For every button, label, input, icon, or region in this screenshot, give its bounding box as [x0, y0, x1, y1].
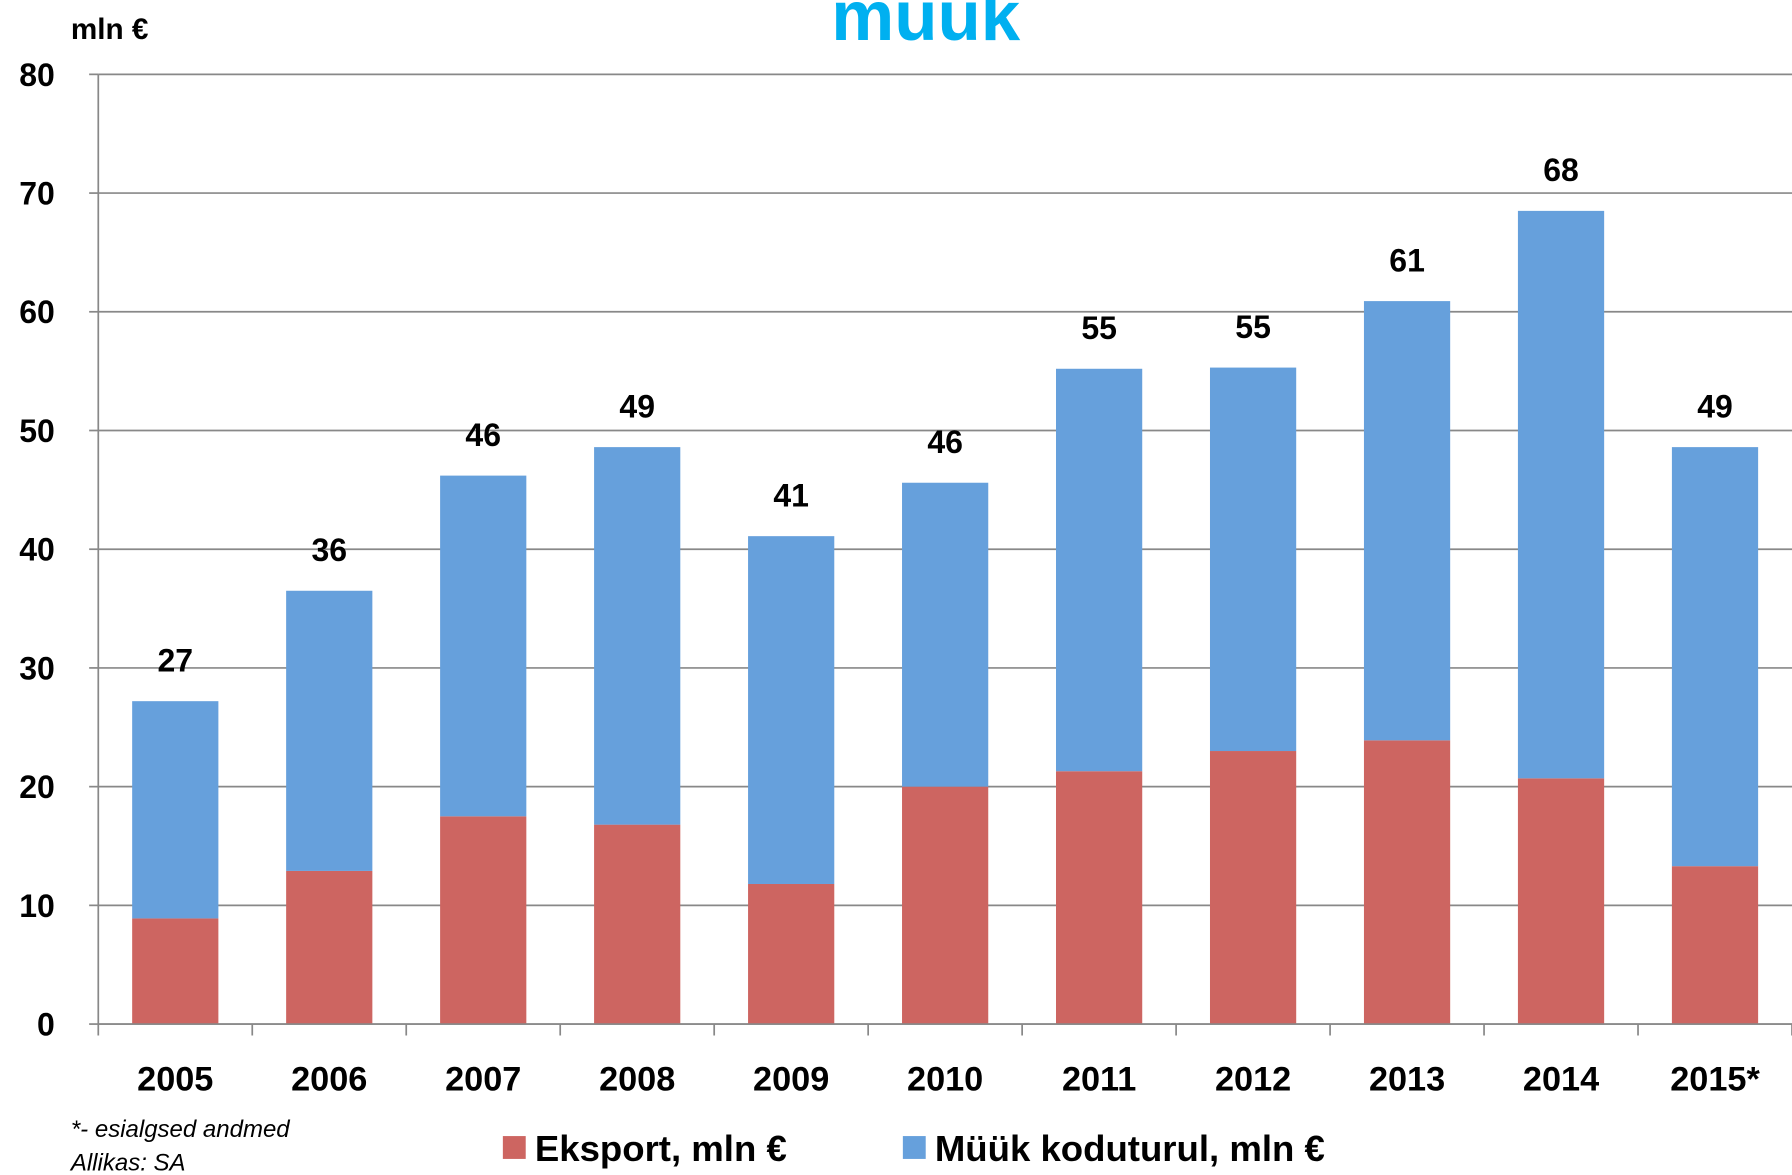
bar-segment: [132, 918, 219, 1025]
x-tick-label: 2007: [445, 1060, 521, 1098]
bar-segment: [1517, 778, 1605, 1025]
bar-segment: [132, 701, 219, 919]
x-tick-label: 2010: [907, 1060, 983, 1098]
bar-segment: [440, 475, 527, 817]
total-label: 55: [1235, 309, 1271, 345]
bar-segment: [748, 883, 835, 1025]
x-tick-label: 2013: [1369, 1060, 1445, 1098]
bar-segment: [1056, 368, 1143, 772]
bar-segment: [748, 536, 835, 884]
bar-segment: [1671, 866, 1759, 1025]
note: *- esialgsed andmed: [71, 1116, 290, 1143]
y-tick-label: 10: [19, 888, 55, 924]
bar-segment: [1209, 367, 1297, 752]
y-tick-label: 0: [37, 1006, 55, 1042]
bar-segment: [286, 590, 373, 871]
bar-segment: [440, 816, 527, 1025]
x-tick-label: 2005: [137, 1060, 213, 1098]
y-axis-label: mln €: [71, 13, 149, 46]
bar-segment: [594, 447, 681, 825]
total-label: 46: [465, 417, 501, 453]
x-tick-label: 2015*: [1670, 1060, 1760, 1098]
note: Allikas: SA: [69, 1149, 186, 1175]
x-tick-label: 2009: [753, 1060, 829, 1098]
total-label: 41: [773, 477, 809, 513]
legend-label: Müük koduturul, mln €: [935, 1128, 1325, 1169]
bar-segment: [1363, 301, 1451, 741]
total-label: 27: [157, 642, 193, 678]
legend-swatch: [502, 1136, 526, 1159]
x-tick-label: 2014: [1523, 1060, 1599, 1098]
x-tick-label: 2008: [599, 1060, 675, 1098]
y-tick-label: 40: [19, 532, 55, 568]
legend-swatch: [902, 1136, 926, 1159]
total-label: 61: [1389, 242, 1425, 278]
total-label: 49: [619, 388, 655, 424]
bar-segment: [1056, 771, 1143, 1025]
y-tick-label: 50: [19, 413, 55, 449]
bar-segment: [902, 786, 989, 1025]
total-label: 46: [927, 424, 963, 460]
x-tick-label: 2011: [1062, 1060, 1136, 1098]
total-label: 55: [1081, 310, 1117, 346]
bar-segment: [286, 870, 373, 1025]
y-tick-label: 70: [19, 175, 55, 211]
bar-segment: [1671, 447, 1759, 867]
bar-segment: [594, 824, 681, 1025]
bar-segment: [1363, 740, 1451, 1025]
total-label: 49: [1697, 388, 1733, 424]
y-tick-label: 30: [19, 650, 55, 686]
y-tick-label: 80: [19, 57, 55, 93]
y-tick-label: 20: [19, 769, 55, 805]
bar-segment: [1209, 751, 1297, 1025]
bar-segment: [1517, 210, 1605, 779]
y-tick-label: 60: [19, 294, 55, 330]
x-tick-label: 2006: [291, 1060, 367, 1098]
total-label: 36: [311, 532, 347, 568]
x-tick-label: 2012: [1215, 1060, 1291, 1098]
total-label: 68: [1543, 152, 1579, 188]
bar-segment: [902, 482, 989, 787]
chart-title: müük: [831, 0, 1021, 56]
legend-label: Eksport, mln €: [535, 1128, 787, 1169]
